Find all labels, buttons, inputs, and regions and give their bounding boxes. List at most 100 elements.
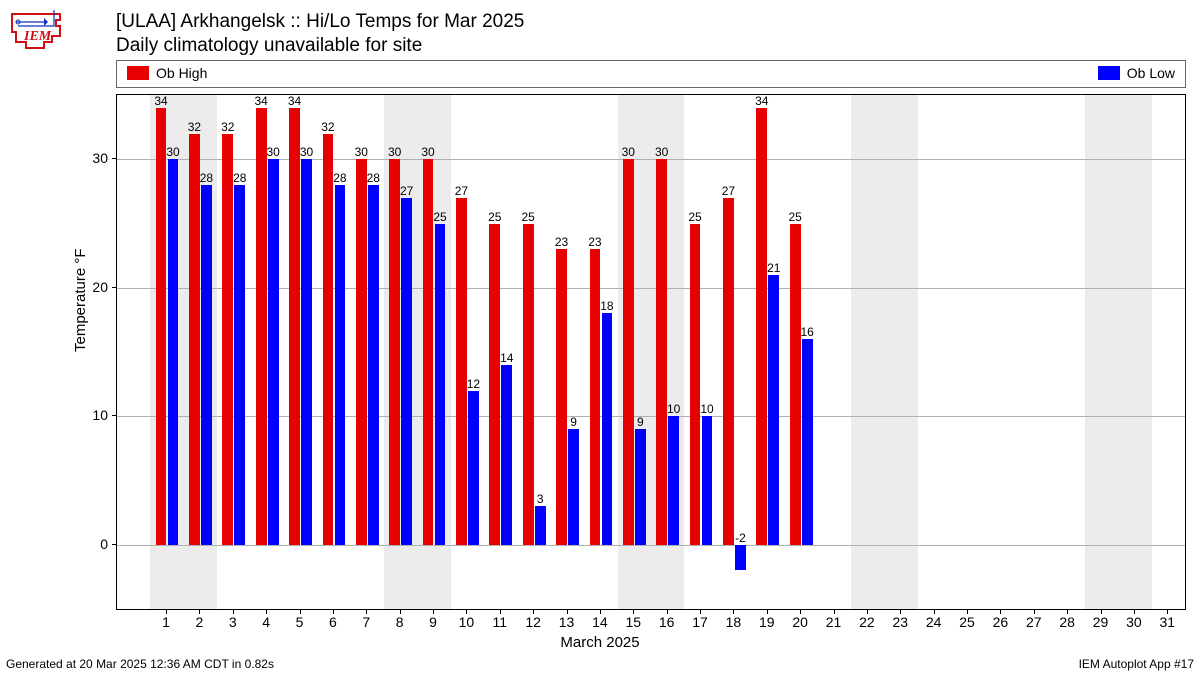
legend-swatch-low [1098, 66, 1120, 80]
x-axis-label: March 2025 [0, 634, 1200, 651]
bar [456, 198, 467, 545]
bar [401, 198, 412, 545]
bar [423, 159, 434, 545]
x-tick-mark [533, 610, 534, 614]
bar-value-label: 9 [637, 415, 644, 429]
bar [335, 185, 346, 545]
x-tick-label: 9 [429, 614, 437, 630]
x-tick-mark [834, 610, 835, 614]
x-tick-mark [400, 610, 401, 614]
bar [168, 159, 179, 545]
bar-value-label: 32 [188, 120, 201, 134]
bar-value-label: 25 [788, 210, 801, 224]
bar-value-label: 9 [570, 415, 577, 429]
bar-value-label: 16 [801, 325, 814, 339]
bar [222, 134, 233, 545]
bar [256, 108, 267, 545]
x-tick-label: 23 [893, 614, 909, 630]
x-tick-mark [199, 610, 200, 614]
x-tick-mark [233, 610, 234, 614]
x-tick-label: 11 [493, 614, 508, 630]
bar [523, 224, 534, 545]
x-tick-label: 18 [726, 614, 742, 630]
y-tick-mark [112, 287, 116, 288]
bar-value-label: 3 [537, 492, 544, 506]
bar [723, 198, 734, 545]
legend: Ob High Ob Low [116, 60, 1186, 88]
title-line-1: [ULAA] Arkhangelsk :: Hi/Lo Temps for Ma… [116, 10, 524, 34]
x-tick-label: 5 [296, 614, 304, 630]
x-tick-label: 16 [659, 614, 675, 630]
bar [468, 391, 479, 545]
x-tick-mark [633, 610, 634, 614]
bar-value-label: 30 [421, 145, 434, 159]
bar [234, 185, 245, 545]
bar [702, 416, 713, 545]
x-tick-label: 1 [162, 614, 170, 630]
x-tick-mark [266, 610, 267, 614]
x-tick-label: 8 [396, 614, 404, 630]
grid-line [117, 545, 1185, 546]
bar [568, 429, 579, 545]
iem-logo: IEM [6, 6, 66, 56]
x-tick-label: 25 [959, 614, 975, 630]
footer-generated: Generated at 20 Mar 2025 12:36 AM CDT in… [6, 657, 274, 671]
y-axis-label: Temperature °F [72, 248, 89, 352]
bar [156, 108, 167, 545]
legend-item-low: Ob Low [1098, 65, 1175, 81]
x-tick-mark [366, 610, 367, 614]
bar-value-label: 34 [755, 94, 768, 108]
x-tick-label: 26 [993, 614, 1009, 630]
weekend-band [1085, 95, 1152, 609]
bar-value-label: 34 [254, 94, 267, 108]
bar [668, 416, 679, 545]
x-tick-mark [1134, 610, 1135, 614]
bar-value-label: 10 [667, 402, 680, 416]
title-line-2: Daily climatology unavailable for site [116, 34, 524, 58]
x-tick-mark [867, 610, 868, 614]
bar-value-label: 25 [488, 210, 501, 224]
y-tick-label: 20 [92, 279, 108, 295]
bar-value-label: 28 [233, 171, 246, 185]
y-tick-mark [112, 158, 116, 159]
x-tick-label: 12 [525, 614, 541, 630]
bar-value-label: 12 [467, 377, 480, 391]
bar [268, 159, 279, 545]
bar-value-label: 27 [400, 184, 413, 198]
bar [556, 249, 567, 545]
y-tick-mark [112, 544, 116, 545]
x-tick-mark [300, 610, 301, 614]
x-tick-label: 19 [759, 614, 775, 630]
x-tick-mark [466, 610, 467, 614]
bar [289, 108, 300, 545]
x-tick-label: 10 [459, 614, 475, 630]
x-tick-label: 27 [1026, 614, 1042, 630]
bar [623, 159, 634, 545]
x-tick-label: 17 [692, 614, 708, 630]
bar [790, 224, 801, 545]
x-tick-label: 7 [362, 614, 370, 630]
x-tick-mark [800, 610, 801, 614]
footer-app: IEM Autoplot App #17 [1079, 657, 1194, 671]
bar-value-label: 28 [333, 171, 346, 185]
x-tick-label: 2 [196, 614, 204, 630]
bar-value-label: 32 [321, 120, 334, 134]
x-tick-mark [667, 610, 668, 614]
bar-value-label: 34 [154, 94, 167, 108]
x-tick-mark [1034, 610, 1035, 614]
bar [535, 506, 546, 545]
y-tick-label: 10 [92, 407, 108, 423]
bar-value-label: -2 [735, 531, 746, 545]
bar [501, 365, 512, 545]
bar-value-label: 30 [388, 145, 401, 159]
bar-value-label: 18 [600, 299, 613, 313]
chart-title: [ULAA] Arkhangelsk :: Hi/Lo Temps for Ma… [116, 10, 524, 58]
bar-value-label: 28 [200, 171, 213, 185]
x-tick-label: 28 [1059, 614, 1075, 630]
bar-value-label: 25 [688, 210, 701, 224]
x-tick-mark [1101, 610, 1102, 614]
x-tick-label: 24 [926, 614, 942, 630]
bar [301, 159, 312, 545]
x-tick-mark [700, 610, 701, 614]
bar-value-label: 32 [221, 120, 234, 134]
